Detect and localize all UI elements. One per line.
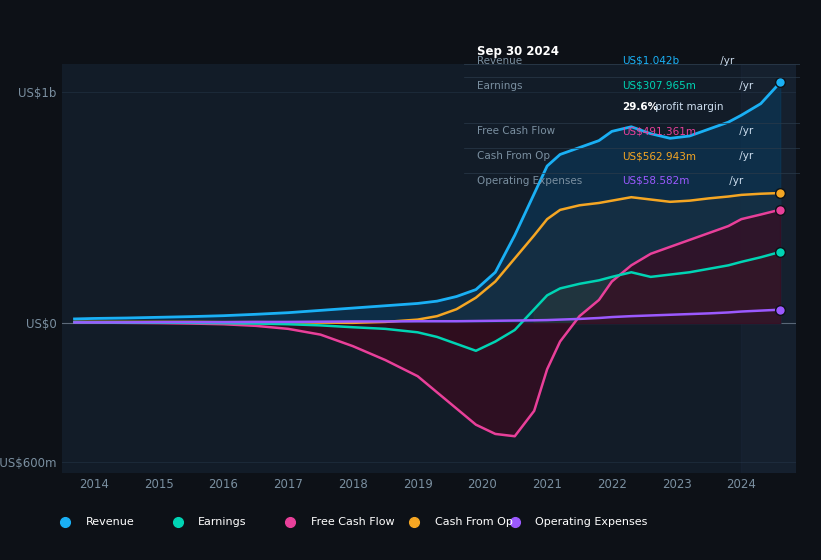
Text: /yr: /yr: [717, 56, 734, 66]
Text: US$307.965m: US$307.965m: [622, 81, 696, 91]
Text: Free Cash Flow: Free Cash Flow: [477, 127, 556, 137]
Text: profit margin: profit margin: [653, 102, 724, 111]
Text: /yr: /yr: [727, 176, 744, 186]
Text: Operating Expenses: Operating Expenses: [535, 517, 648, 527]
Text: Free Cash Flow: Free Cash Flow: [310, 517, 394, 527]
Text: US$562.943m: US$562.943m: [622, 151, 696, 161]
Text: Revenue: Revenue: [477, 56, 522, 66]
Text: /yr: /yr: [736, 81, 753, 91]
Text: Cash From Op: Cash From Op: [435, 517, 512, 527]
Text: Earnings: Earnings: [199, 517, 247, 527]
Text: Operating Expenses: Operating Expenses: [477, 176, 583, 186]
Text: /yr: /yr: [736, 127, 753, 137]
Text: Earnings: Earnings: [477, 81, 523, 91]
Text: /yr: /yr: [736, 151, 753, 161]
Text: 29.6%: 29.6%: [622, 102, 658, 111]
Text: Cash From Op: Cash From Op: [477, 151, 550, 161]
Text: Revenue: Revenue: [86, 517, 135, 527]
Text: Sep 30 2024: Sep 30 2024: [477, 45, 559, 58]
Bar: [741, 64, 796, 473]
Text: US$1.042b: US$1.042b: [622, 56, 679, 66]
Text: US$491.361m: US$491.361m: [622, 127, 696, 137]
Text: US$58.582m: US$58.582m: [622, 176, 690, 186]
